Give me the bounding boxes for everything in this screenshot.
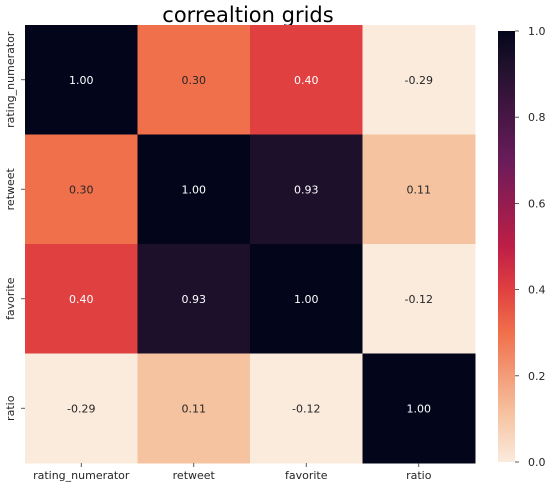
cell-value-label-2-3: -0.12 [405, 293, 433, 306]
cell-value-label-1-1: 1.00 [182, 183, 207, 196]
heatmap-cell-0-1 [137, 25, 251, 135]
y-tick-label: ratio [4, 395, 17, 421]
heatmap-cell-3-3 [362, 353, 476, 464]
cell-value-label-0-3: -0.29 [405, 74, 433, 87]
heatmap-cell-3-1 [137, 353, 251, 464]
colorbar-tick-label: 1.0 [528, 25, 546, 38]
colorbar-tick-label: 0.0 [528, 456, 546, 469]
y-tick-label: retweet [4, 167, 17, 210]
cell-value-label-2-2: 1.00 [294, 293, 319, 306]
heatmap-cell-1-1 [137, 134, 251, 245]
heatmap-cells: 1.00 0.30 0.40 -0.29 0.30 1.00 0.93 0.11 0.40 0.9… [25, 25, 476, 464]
cell-value-label-3-3: 1.00 [407, 402, 432, 415]
colorbar-tick-label: 0.4 [528, 284, 546, 297]
heatmap-cell-0-0 [25, 25, 138, 135]
y-tick-label: rating_numerator [4, 31, 17, 128]
heatmap-cell-2-2 [250, 244, 363, 354]
colorbar-tick-label: 0.8 [528, 111, 546, 124]
cell-value-label-1-0: 0.30 [69, 183, 94, 196]
heatmap-cell-1-3 [362, 134, 476, 245]
heatmap-cell-1-0 [25, 134, 138, 245]
y-tick-label: favorite [4, 277, 17, 320]
heatmap-cell-3-0 [25, 353, 138, 464]
cell-value-label-1-3: 0.11 [407, 183, 432, 196]
cell-value-label-2-0: 0.40 [69, 293, 94, 306]
heatmap-cell-3-2 [250, 353, 363, 464]
cell-value-label-3-2: -0.12 [292, 402, 320, 415]
cell-value-label-3-0: -0.29 [67, 402, 95, 415]
cell-value-label-2-1: 0.93 [182, 293, 207, 306]
x-tick-label: ratio [406, 469, 432, 482]
heatmap-cell-2-1 [137, 244, 251, 354]
chart-title: correaltion grids [162, 3, 333, 27]
x-tick-label: favorite [285, 469, 328, 482]
colorbar [498, 31, 515, 462]
x-tick-label: rating_numerator [33, 469, 130, 482]
cell-value-label-1-2: 0.93 [294, 183, 319, 196]
heatmap-cell-2-0 [25, 244, 138, 354]
colorbar-ticks: 0.0 0.2 0.4 0.6 0.8 1.0 [515, 25, 546, 469]
cell-value-label-0-1: 0.30 [182, 74, 207, 87]
cell-value-label-0-0: 1.00 [69, 74, 94, 87]
heatmap-cell-1-2 [250, 134, 363, 245]
colorbar-tick-label: 0.6 [528, 197, 546, 210]
heatmap-cell-0-2 [250, 25, 363, 135]
x-tick-label: retweet [173, 469, 216, 482]
heatmap-cell-0-3 [362, 25, 476, 135]
x-axis-tick-labels: rating_numerator retweet favorite ratio [33, 463, 432, 482]
cell-value-label-0-2: 0.40 [294, 74, 319, 87]
colorbar-tick-label: 0.2 [528, 370, 546, 383]
cell-value-label-3-1: 0.11 [182, 402, 207, 415]
heatmap-cell-2-3 [362, 244, 476, 354]
